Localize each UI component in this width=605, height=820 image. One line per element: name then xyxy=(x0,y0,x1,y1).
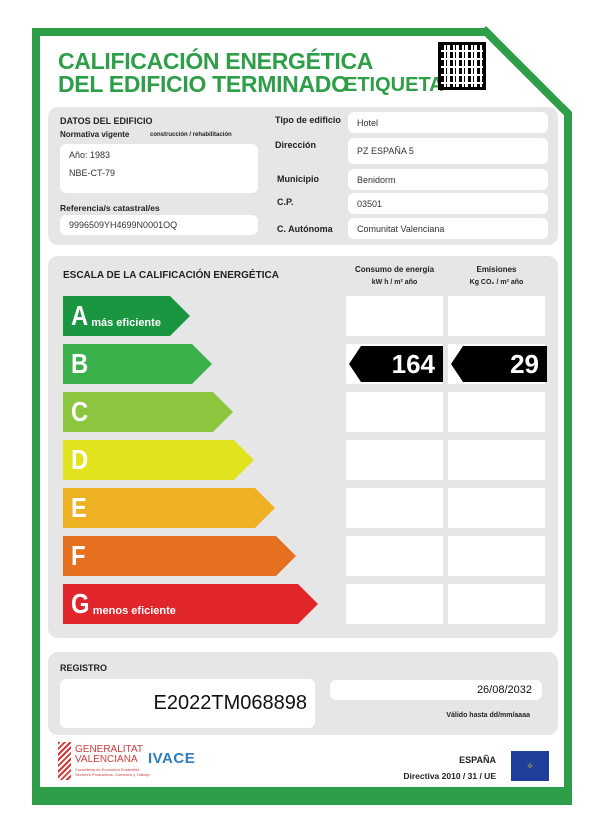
class-arrow-b: B xyxy=(63,344,212,384)
building-heading: DATOS DEL EDIFICIO xyxy=(60,116,153,126)
qr-code-icon xyxy=(438,42,486,90)
consumo-cell xyxy=(346,584,443,624)
consumo-cell xyxy=(346,296,443,336)
consumo-label: Consumo de energía xyxy=(354,265,435,274)
field-value-cp: 03501 xyxy=(348,193,548,214)
emisiones-cell xyxy=(448,440,545,480)
emisiones-cell xyxy=(448,392,545,432)
consumo-unit: kW h / m² año xyxy=(371,279,418,286)
title-line1: CALIFICACIÓN ENERGÉTICA xyxy=(58,48,374,74)
class-letter: A xyxy=(71,300,89,331)
class-arrow-e: E xyxy=(63,488,275,528)
ivace-logo: IVACE xyxy=(148,750,196,767)
field-value-tipo: Hotel xyxy=(348,112,548,133)
class-sub: más eficiente xyxy=(91,317,161,329)
consumo-cell xyxy=(346,392,443,432)
class-sub: menos eficiente xyxy=(92,605,176,617)
title-tag: ETIQUETA xyxy=(344,74,444,96)
class-letter: E xyxy=(71,492,87,523)
class-letter: C xyxy=(71,396,89,427)
class-arrow-c: C xyxy=(63,392,233,432)
normativa-box: Año: 1983 NBE-CT-79 xyxy=(60,144,258,193)
field-value-ca: Comunitat Valenciana xyxy=(348,218,548,239)
norma: NBE-CT-79 xyxy=(69,168,116,178)
class-arrow-d: D xyxy=(63,440,254,480)
field-value-direccion: PZ ESPAÑA 5 xyxy=(348,138,548,164)
catastral-value: 9996509YH4699N0001OQ xyxy=(60,215,258,235)
emisiones-unit: Kg CO₂ / m² año xyxy=(469,279,524,286)
consumo-cell xyxy=(346,440,443,480)
country: ESPAÑA xyxy=(459,755,496,765)
consumo-cell xyxy=(346,536,443,576)
class-letter: D xyxy=(71,444,89,475)
emisiones-cell xyxy=(448,536,545,576)
class-arrow-f: F xyxy=(63,536,296,576)
registro-label: REGISTRO xyxy=(60,663,108,673)
consumo-cell xyxy=(346,488,443,528)
eu-flag-icon: ✧ xyxy=(511,751,549,781)
emisiones-cell xyxy=(448,584,545,624)
catastral-label: Referencia/s catastral/es xyxy=(60,203,160,213)
field-label-ca: C. Autónoma xyxy=(277,224,333,234)
normativa-sub: construcción / rehabilitación xyxy=(150,132,232,138)
generalitat-logo: GENERALITAT VALENCIANA Conselleria de Ec… xyxy=(75,744,150,778)
year: Año: 1983 xyxy=(69,150,111,160)
normativa-label: Normativa vigente xyxy=(60,130,130,139)
class-letter: B xyxy=(71,348,89,379)
generalitat-emblem-icon xyxy=(58,742,71,780)
field-label-cp: C.P. xyxy=(277,197,294,207)
registro-number: E2022TM068898 xyxy=(60,679,315,728)
field-label-municipio: Municipio xyxy=(277,174,319,184)
gv-line1: GENERALITAT xyxy=(75,744,143,755)
field-label-direccion: Dirección xyxy=(275,140,317,150)
field-label-tipo: Tipo de edificio xyxy=(275,115,341,125)
gv-sub: Conselleria de Economía Sostenible, Sect… xyxy=(75,767,150,777)
field-value-municipio: Benidorm xyxy=(348,169,548,190)
valid-label: Válido hasta dd/mm/aaaa xyxy=(446,712,530,719)
gv-line2: VALENCIANA xyxy=(75,754,138,765)
scale-heading: ESCALA DE LA CALIFICACIÓN ENERGÉTICA xyxy=(63,270,279,281)
green-frame xyxy=(32,28,572,805)
emisiones-cell xyxy=(448,296,545,336)
emisiones-value: 29 xyxy=(451,346,547,382)
directive: Directiva 2010 / 31 / UE xyxy=(403,771,496,781)
emisiones-cell xyxy=(448,488,545,528)
consumo-value: 164 xyxy=(349,346,443,382)
valid-date: 26/08/2032 xyxy=(330,680,542,700)
emisiones-label: Emisiones xyxy=(476,265,517,274)
class-letter: F xyxy=(71,540,86,571)
class-letter: G xyxy=(71,588,90,619)
title-line2: DEL EDIFICIO TERMINADO xyxy=(58,71,349,97)
